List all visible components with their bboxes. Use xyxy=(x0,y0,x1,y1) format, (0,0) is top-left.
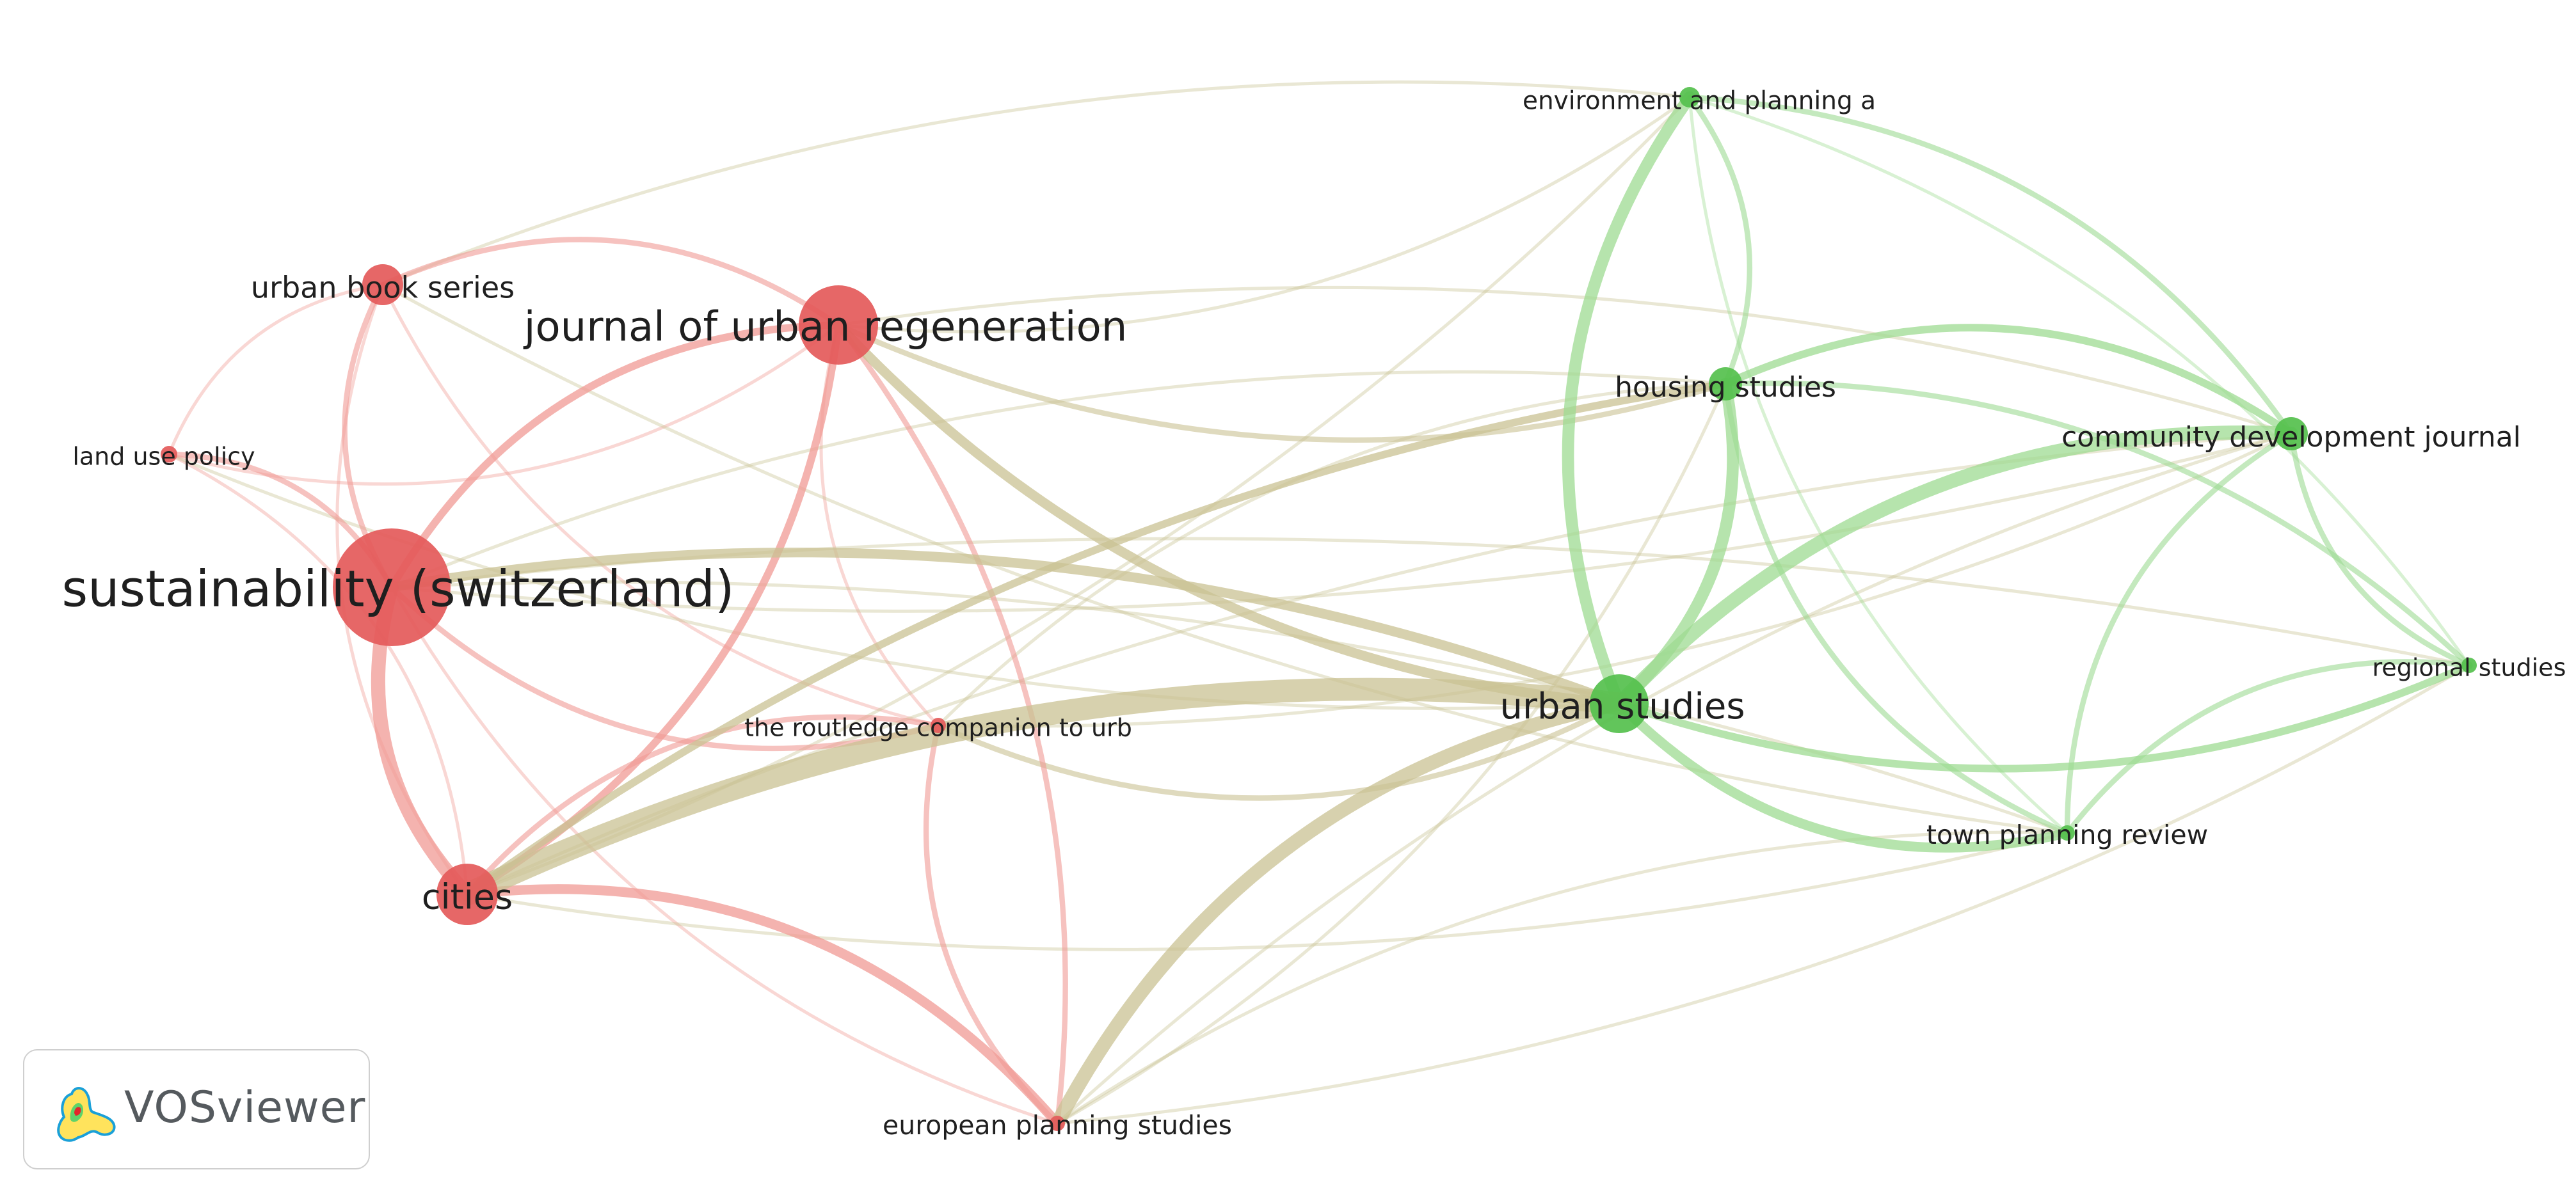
link-jur-eps xyxy=(835,322,1068,1127)
node-label-cdj[interactable]: community development journal xyxy=(2061,421,2521,454)
link-jur-epa xyxy=(836,95,1692,334)
link-ubs-jur xyxy=(380,237,842,328)
app-name: VOSviewer xyxy=(124,1082,366,1133)
labels-layer: sustainability (switzerland) journal of u… xyxy=(61,87,2566,1141)
link-cities-routledge xyxy=(464,714,941,898)
node-label-hs[interactable]: housing studies xyxy=(1615,371,1836,404)
node-label-epa[interactable]: environment and planning a xyxy=(1523,87,1876,116)
link-epa-tpr xyxy=(1688,95,2069,835)
link-cities-tpr xyxy=(465,831,2069,951)
link-jur-hs xyxy=(835,322,1729,443)
link-eps-cdj xyxy=(1055,432,2293,1125)
link-eps-hs xyxy=(1055,382,1727,1125)
link-jur-cdj xyxy=(836,285,2293,436)
link-ubs-routledge xyxy=(381,283,940,727)
link-sustainability-hs xyxy=(390,370,1727,589)
link-hs-tpr xyxy=(1722,381,2070,836)
link-ubs-epa xyxy=(381,80,1692,287)
link-tpr-ubs xyxy=(381,283,2069,835)
node-hs[interactable] xyxy=(1709,367,1742,400)
link-epa-cdj xyxy=(1686,94,2294,437)
link-cities-us xyxy=(456,677,1631,906)
nodes-layer xyxy=(161,87,2477,1131)
link-routledge-eps xyxy=(923,722,1060,1127)
link-us-rs xyxy=(1615,661,2473,773)
link-eps-rs xyxy=(1055,663,2471,1125)
node-label-lup[interactable]: land use policy xyxy=(72,443,255,471)
link-cities-hs xyxy=(463,380,1729,898)
node-label-rs[interactable]: regional studies xyxy=(2372,654,2566,682)
link-sustainability-routledge xyxy=(388,584,941,752)
node-cdj[interactable] xyxy=(2275,417,2308,450)
link-sustainability-us xyxy=(387,548,1624,709)
link-epa-hs xyxy=(1686,94,1753,387)
node-label-us[interactable]: urban studies xyxy=(1500,686,1745,727)
link-lup-ubs xyxy=(167,283,385,456)
node-label-ubs[interactable]: urban book series xyxy=(251,271,515,305)
link-us-tpr xyxy=(1614,699,2072,853)
node-cities[interactable] xyxy=(436,864,498,925)
link-cdj-tpr xyxy=(2064,431,2294,836)
node-lup[interactable] xyxy=(161,446,177,463)
vosviewer-logo: VOSviewer xyxy=(23,1049,370,1169)
node-label-routledge[interactable]: the routledge companion to urb xyxy=(744,714,1132,742)
link-sustainability-jur xyxy=(388,321,842,591)
vosviewer-logo-icon xyxy=(57,1087,116,1142)
node-label-cities[interactable]: cities xyxy=(422,877,513,917)
link-us-epa xyxy=(1562,91,1696,710)
node-routledge[interactable] xyxy=(931,718,946,733)
node-epa[interactable] xyxy=(1679,87,1700,107)
node-sustainability[interactable] xyxy=(333,528,451,646)
node-rs[interactable] xyxy=(2461,658,2477,673)
link-sustainability-cdj xyxy=(390,432,2293,613)
link-sustainability-eps xyxy=(390,585,1059,1125)
link-us-eps xyxy=(1050,697,1626,1130)
node-eps[interactable] xyxy=(1050,1116,1065,1131)
link-tpr-rs xyxy=(2064,659,2472,836)
node-label-jur[interactable]: journal of urban regeneration xyxy=(523,304,1128,351)
links-layer xyxy=(166,80,2473,1130)
link-hs-cdj xyxy=(1722,324,2295,438)
node-jur[interactable] xyxy=(799,285,878,365)
link-eps-tpr xyxy=(1055,830,2069,1125)
link-cdj-rs xyxy=(2288,431,2472,669)
link-routledge-us xyxy=(935,701,1622,801)
node-us[interactable] xyxy=(1590,674,1649,733)
link-hs-rs xyxy=(1722,380,2472,669)
link-routledge-cdj xyxy=(936,432,2293,728)
link-epa-rs xyxy=(1688,95,2471,667)
node-label-tpr[interactable]: town planning review xyxy=(1926,820,2208,850)
node-label-eps[interactable]: european planning studies xyxy=(883,1110,1232,1141)
node-ubs[interactable] xyxy=(362,264,403,305)
node-label-sustainability[interactable]: sustainability (switzerland) xyxy=(61,560,734,618)
node-tpr[interactable] xyxy=(2060,825,2075,841)
link-us-cdj xyxy=(1612,425,2298,711)
link-cities-eps xyxy=(462,884,1062,1129)
